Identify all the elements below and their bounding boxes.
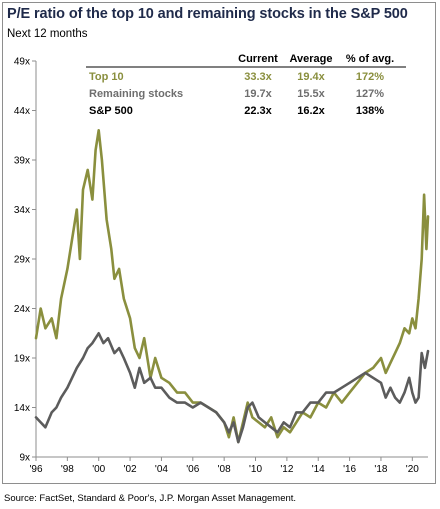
x-tick-label: '04	[155, 464, 168, 475]
table-row-label: Remaining stocks	[89, 88, 183, 100]
x-tick-label: '16	[343, 464, 356, 475]
table-cell: 15.5x	[297, 88, 325, 100]
x-tick-label: '12	[280, 464, 293, 475]
x-tick-label: '14	[312, 464, 325, 475]
table-row-label: S&P 500	[89, 105, 133, 117]
table-cell: 19.4x	[297, 71, 325, 83]
y-tick-label: 29x	[14, 255, 30, 266]
x-tick-label: '10	[249, 464, 262, 475]
table-header: Average	[289, 53, 332, 65]
y-tick-label: 49x	[14, 57, 30, 68]
chart-subtitle: Next 12 months	[7, 28, 88, 40]
x-tick-label: '02	[124, 464, 137, 475]
table-header: % of avg.	[346, 53, 394, 65]
table-cell: 19.7x	[244, 88, 272, 100]
y-tick-label: 39x	[14, 156, 30, 167]
x-tick-label: '00	[92, 464, 105, 475]
x-tick-label: '08	[218, 464, 231, 475]
y-tick-label: 19x	[14, 354, 30, 365]
x-tick-label: '18	[374, 464, 387, 475]
table-header: Current	[238, 53, 278, 65]
chart-title: P/E ratio of the top 10 and remaining st…	[7, 6, 408, 22]
table-cell: 127%	[356, 88, 384, 100]
y-tick-label: 24x	[14, 304, 30, 315]
x-tick-label: '98	[61, 464, 74, 475]
series-line-remaining-stocks	[34, 331, 430, 444]
y-tick-label: 34x	[14, 205, 30, 216]
table-cell: 172%	[356, 71, 384, 83]
x-tick-label: '20	[406, 464, 419, 475]
x-tick-label: '06	[186, 464, 199, 475]
table-cell: 33.3x	[244, 71, 272, 83]
table-cell: 22.3x	[244, 105, 272, 117]
table-row-label: Top 10	[89, 71, 124, 83]
table-cell: 138%	[356, 105, 384, 117]
summary-table-box	[80, 47, 410, 117]
y-tick-label: 44x	[14, 106, 30, 117]
chart-frame	[2, 2, 436, 484]
series-line-top-10	[34, 129, 430, 444]
y-tick-label: 14x	[14, 403, 30, 414]
y-tick-label: 9x	[19, 453, 30, 464]
x-tick-label: '96	[29, 464, 42, 475]
table-cell: 16.2x	[297, 105, 325, 117]
chart-source: Source: FactSet, Standard & Poor's, J.P.…	[4, 493, 297, 504]
